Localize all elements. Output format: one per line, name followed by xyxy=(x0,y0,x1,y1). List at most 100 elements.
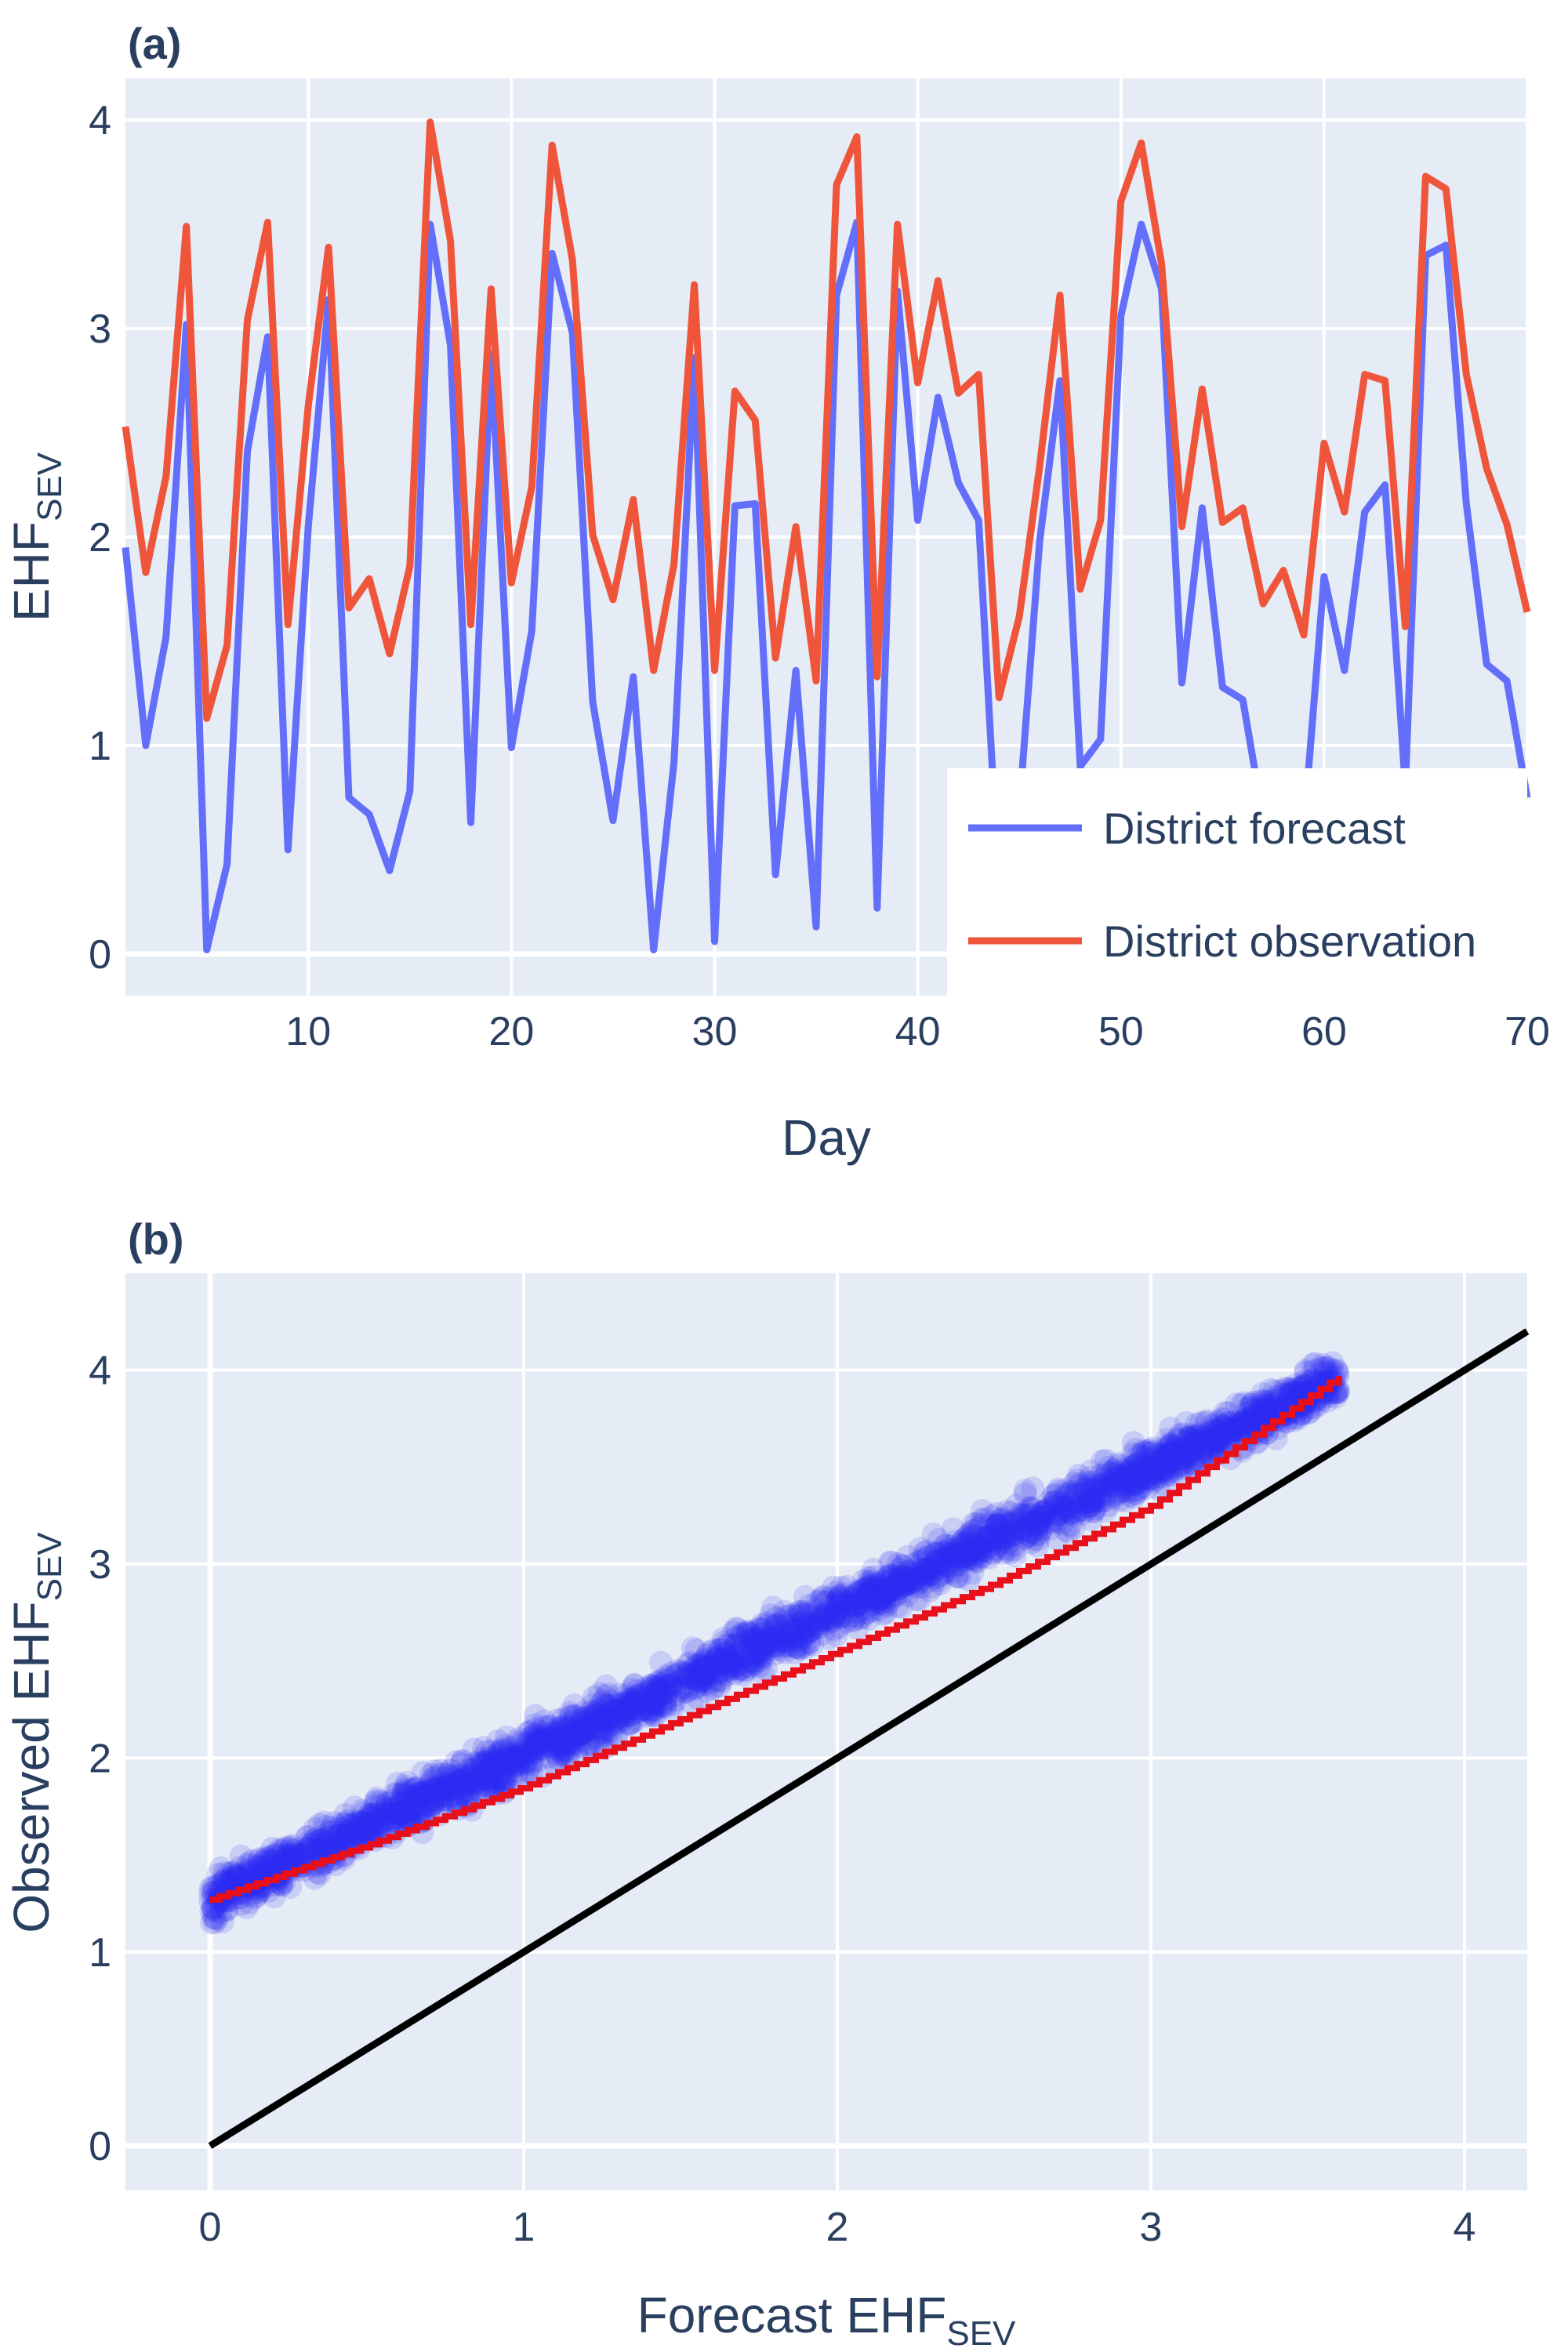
scatter-point xyxy=(328,1817,353,1841)
scatter-point xyxy=(590,1691,615,1715)
scatter-point xyxy=(795,1601,819,1625)
scatter-point xyxy=(1221,1417,1245,1441)
scatter-point xyxy=(1082,1487,1105,1512)
scatter-point xyxy=(532,1709,556,1733)
scatter-point xyxy=(1091,1479,1115,1503)
scatter-point xyxy=(859,1579,884,1603)
scatter-point xyxy=(1078,1494,1102,1519)
scatter-point xyxy=(227,1856,252,1880)
scatter-point xyxy=(740,1621,764,1646)
scatter-point xyxy=(376,1791,400,1816)
scatter-point xyxy=(736,1639,760,1663)
scatter-point xyxy=(1206,1410,1229,1434)
scatter-point xyxy=(1064,1483,1088,1507)
scatter-point xyxy=(1061,1490,1085,1514)
scatter-point xyxy=(721,1621,746,1645)
scatter-point xyxy=(977,1524,1001,1548)
scatter-point xyxy=(771,1609,795,1633)
scatter-point xyxy=(550,1715,574,1740)
scatter-point xyxy=(503,1754,527,1778)
scatter-point xyxy=(875,1581,899,1605)
scatter-point xyxy=(357,1819,381,1842)
scatter-point xyxy=(763,1626,787,1650)
scatter-point xyxy=(1167,1423,1192,1447)
scatter-point xyxy=(378,1807,402,1831)
scatter-point xyxy=(829,1588,853,1612)
scatter-point xyxy=(909,1563,934,1587)
scatter-point xyxy=(414,1787,438,1811)
scatter-point xyxy=(855,1582,880,1606)
scatter-point xyxy=(482,1773,506,1797)
scatter-point xyxy=(710,1637,734,1661)
scatter-point xyxy=(812,1607,837,1632)
scatter-point xyxy=(574,1705,598,1730)
scatter-point xyxy=(509,1749,533,1773)
scatter-point xyxy=(877,1564,901,1588)
scatter-point xyxy=(430,1762,455,1786)
scatter-point xyxy=(891,1565,915,1589)
scatter-point xyxy=(970,1531,993,1555)
scatter-point xyxy=(941,1541,965,1566)
scatter-point xyxy=(755,1610,779,1635)
scatter-point xyxy=(750,1623,774,1646)
scatter-point xyxy=(214,1898,238,1922)
scatter-point xyxy=(1141,1436,1165,1461)
scatter-point xyxy=(411,1782,435,1806)
scatter-point xyxy=(332,1817,356,1841)
scatter-point xyxy=(724,1642,748,1666)
scatter-point xyxy=(1254,1396,1278,1421)
scatter-point xyxy=(492,1733,517,1758)
scatter-point xyxy=(584,1709,608,1733)
scatter-point xyxy=(438,1784,463,1809)
scatter-point xyxy=(393,1778,417,1802)
scatter-point xyxy=(451,1749,474,1773)
scatter-point xyxy=(955,1545,979,1570)
panel-a: (a) District forecast District observati… xyxy=(3,19,1550,1166)
scatter-point xyxy=(749,1648,773,1672)
scatter-point xyxy=(920,1562,945,1586)
scatter-point xyxy=(1195,1427,1219,1451)
scatter-point xyxy=(823,1601,848,1625)
scatter-point xyxy=(511,1753,535,1777)
scatter-point xyxy=(1157,1448,1181,1472)
scatter-point xyxy=(1209,1424,1233,1448)
scatter-point xyxy=(861,1586,885,1610)
scatter-point xyxy=(1207,1419,1232,1443)
scatter-point xyxy=(1102,1467,1126,1490)
scatter-point xyxy=(364,1789,388,1813)
scatter-point xyxy=(449,1777,474,1801)
scatter-point xyxy=(563,1704,587,1728)
scatter-point xyxy=(1138,1468,1162,1492)
scatter-point xyxy=(691,1667,716,1691)
scatter-point xyxy=(784,1604,808,1628)
scatter-point xyxy=(373,1798,397,1822)
scatter-point xyxy=(995,1525,1019,1549)
scatter-point xyxy=(309,1828,333,1852)
scatter-point xyxy=(1243,1397,1268,1421)
scatter-point xyxy=(776,1621,800,1645)
scatter-point xyxy=(724,1633,749,1657)
scatter-point xyxy=(822,1605,846,1629)
scatter-point xyxy=(217,1870,241,1894)
scatter-point xyxy=(1007,1515,1031,1539)
scatter-point xyxy=(961,1524,985,1548)
scatter-point xyxy=(528,1724,552,1748)
scatter-point xyxy=(364,1791,387,1815)
scatter-point xyxy=(453,1765,477,1789)
scatter-point xyxy=(474,1751,498,1775)
scatter-point xyxy=(590,1690,615,1714)
scatter-point xyxy=(531,1730,555,1753)
scatter-point xyxy=(1076,1494,1100,1519)
scatter-point xyxy=(200,1911,224,1935)
scatter-point xyxy=(517,1726,542,1750)
scatter-point xyxy=(586,1697,611,1722)
scatter-point xyxy=(1142,1470,1166,1494)
scatter-point xyxy=(1261,1399,1285,1424)
scatter-point xyxy=(1262,1379,1287,1403)
scatter-point xyxy=(597,1702,622,1726)
scatter-point xyxy=(1128,1450,1152,1475)
scatter-point xyxy=(993,1527,1017,1551)
scatter-point xyxy=(980,1504,1004,1528)
scatter-point xyxy=(358,1821,382,1846)
scatter-point xyxy=(673,1661,696,1685)
